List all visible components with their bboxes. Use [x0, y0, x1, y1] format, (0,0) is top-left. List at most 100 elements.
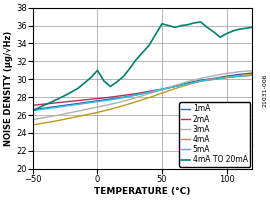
4mA TO 20mA	[173, 26, 177, 29]
1mA	[173, 85, 177, 88]
4mA	[212, 78, 215, 80]
2mA	[70, 100, 73, 102]
1mA	[212, 77, 215, 80]
4mA	[199, 80, 202, 82]
5mA	[251, 74, 254, 76]
4mA	[70, 117, 73, 119]
1mA	[134, 94, 138, 96]
Line: 5mA: 5mA	[33, 75, 252, 111]
1mA	[57, 105, 60, 107]
2mA	[57, 101, 60, 104]
3mA	[147, 92, 151, 95]
4mA TO 20mA	[122, 75, 125, 78]
2mA	[225, 76, 228, 79]
2mA	[147, 90, 151, 93]
1mA	[186, 82, 190, 84]
2mA	[96, 97, 99, 100]
4mA	[225, 76, 228, 78]
4mA	[44, 122, 48, 124]
3mA	[96, 106, 99, 108]
2mA	[122, 94, 125, 97]
4mA TO 20mA	[96, 69, 99, 72]
4mA TO 20mA	[154, 33, 157, 36]
2mA	[251, 74, 254, 76]
4mA TO 20mA	[76, 87, 80, 89]
1mA	[122, 96, 125, 98]
3mA	[122, 100, 125, 102]
4mA TO 20mA	[31, 109, 35, 112]
3mA	[44, 116, 48, 119]
4mA TO 20mA	[141, 51, 144, 54]
4mA	[186, 83, 190, 86]
4mA TO 20mA	[64, 94, 67, 97]
4mA	[251, 74, 254, 76]
4mA TO 20mA	[199, 21, 202, 23]
4mA	[238, 75, 241, 77]
3mA	[186, 80, 190, 83]
4mA	[134, 100, 138, 103]
4mA	[83, 114, 86, 116]
5mA	[134, 94, 138, 96]
Text: 21031-006: 21031-006	[262, 73, 267, 107]
5mA	[199, 80, 202, 82]
4mA TO 20mA	[109, 85, 112, 88]
1mA	[109, 98, 112, 100]
2mA	[199, 80, 202, 82]
2mA	[186, 83, 190, 85]
4mA	[122, 104, 125, 107]
2mA	[160, 88, 164, 90]
5mA	[173, 85, 177, 88]
5mA	[160, 88, 164, 90]
4mA TO 20mA	[167, 24, 170, 27]
5mA	[109, 99, 112, 101]
4mA TO 20mA	[238, 28, 241, 30]
3mA	[225, 72, 228, 75]
3mA	[199, 77, 202, 80]
3mA	[173, 84, 177, 87]
3mA	[251, 70, 254, 72]
3mA	[212, 75, 215, 77]
3mA	[70, 111, 73, 114]
Legend: 1mA, 2mA, 3mA, 4mA, 5mA, 4mA TO 20mA: 1mA, 2mA, 3mA, 4mA, 5mA, 4mA TO 20mA	[179, 102, 250, 167]
4mA TO 20mA	[225, 32, 228, 35]
2mA	[134, 92, 138, 95]
1mA	[70, 103, 73, 106]
1mA	[251, 72, 254, 74]
4mA TO 20mA	[180, 24, 183, 27]
3mA	[134, 96, 138, 99]
4mA	[109, 108, 112, 110]
1mA	[147, 91, 151, 93]
X-axis label: TEMPERATURE (°C): TEMPERATURE (°C)	[94, 187, 191, 196]
4mA	[160, 92, 164, 94]
4mA TO 20mA	[115, 81, 119, 83]
5mA	[57, 106, 60, 108]
5mA	[44, 108, 48, 110]
4mA TO 20mA	[89, 76, 93, 79]
4mA	[173, 87, 177, 90]
Line: 2mA: 2mA	[33, 75, 252, 105]
4mA TO 20mA	[244, 27, 248, 29]
4mA	[96, 111, 99, 114]
4mA TO 20mA	[193, 22, 196, 24]
Line: 3mA: 3mA	[33, 71, 252, 120]
2mA	[173, 85, 177, 88]
1mA	[44, 107, 48, 109]
Line: 4mA: 4mA	[33, 75, 252, 125]
3mA	[83, 109, 86, 111]
1mA	[199, 79, 202, 81]
2mA	[83, 99, 86, 101]
5mA	[122, 96, 125, 99]
2mA	[31, 104, 35, 106]
4mA TO 20mA	[40, 105, 43, 107]
1mA	[225, 75, 228, 77]
5mA	[83, 102, 86, 105]
4mA TO 20mA	[128, 67, 131, 70]
3mA	[57, 114, 60, 116]
4mA TO 20mA	[147, 44, 151, 46]
1mA	[83, 101, 86, 104]
4mA	[57, 119, 60, 122]
4mA TO 20mA	[160, 23, 164, 25]
5mA	[96, 100, 99, 103]
4mA TO 20mA	[218, 36, 222, 38]
1mA	[31, 109, 35, 111]
